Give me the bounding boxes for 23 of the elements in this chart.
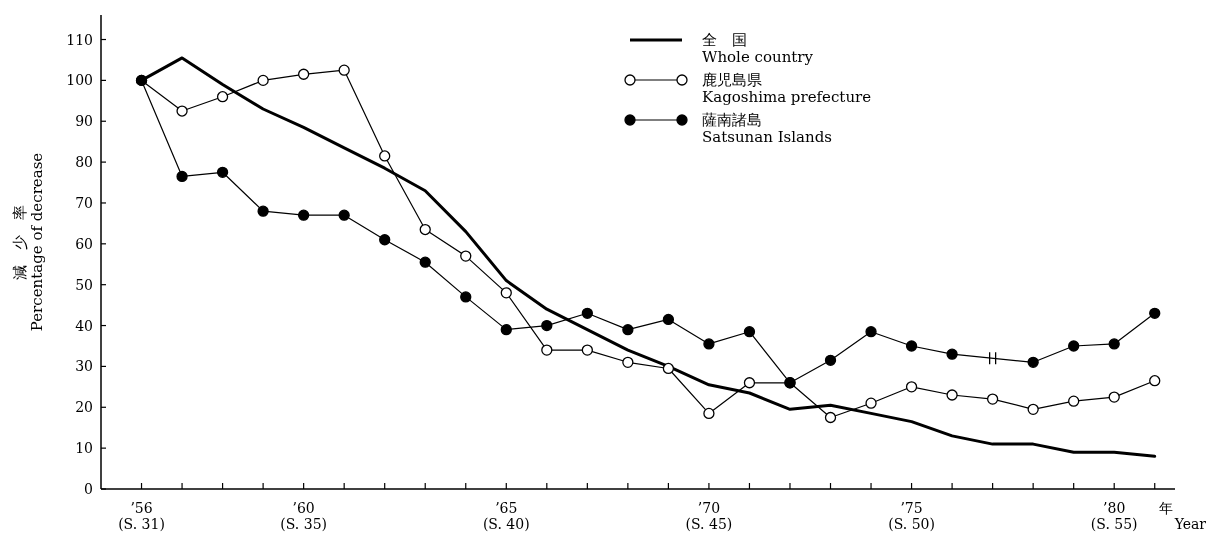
y-tick-label: 90 bbox=[75, 113, 93, 130]
y-tick-label: 20 bbox=[75, 399, 93, 416]
y-tick-label: 40 bbox=[75, 317, 93, 334]
x-tick-label: ’70 (S. 45) bbox=[685, 500, 733, 533]
legend-label: 鹿児島県 Kagoshima prefecture bbox=[702, 71, 872, 107]
x-tick-label: ’75 (S. 50) bbox=[888, 500, 935, 533]
x-axis-title: 年 Year bbox=[1158, 500, 1207, 532]
x-tick-label: ’65 (S. 40) bbox=[482, 500, 530, 533]
legend-label: 薩南諸島 Satsunan Islands bbox=[702, 111, 832, 147]
y-tick-label: 10 bbox=[75, 440, 93, 457]
x-tick-label: ’56 (S. 31) bbox=[118, 500, 165, 533]
y-tick-label: 30 bbox=[75, 358, 93, 375]
y-tick-label: 100 bbox=[66, 72, 93, 89]
y-tick-label: 50 bbox=[75, 276, 93, 293]
y-tick-label: 60 bbox=[75, 235, 93, 252]
y-axis-title: 減 少 率 Percentage of decrease bbox=[11, 152, 47, 332]
x-tick-label: ’80 (S. 55) bbox=[1090, 500, 1138, 533]
y-tick-label: 110 bbox=[66, 31, 93, 48]
y-tick-label: 70 bbox=[75, 194, 93, 211]
y-tick-label: 80 bbox=[75, 154, 93, 171]
legend-label: 全 国 Whole country bbox=[702, 31, 814, 67]
x-tick-label: ’60 (S. 35) bbox=[280, 500, 328, 533]
y-tick-label: 0 bbox=[84, 481, 93, 497]
